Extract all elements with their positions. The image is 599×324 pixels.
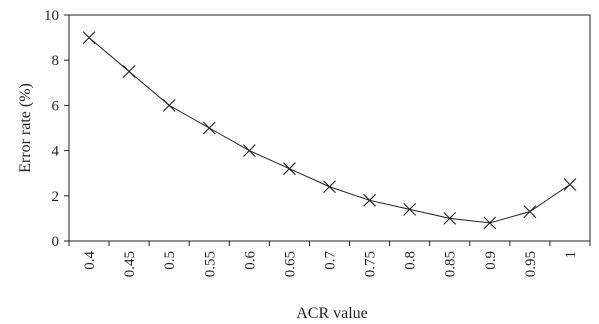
x-tick-label: 0.85	[443, 251, 459, 277]
y-tick-label: 4	[52, 144, 60, 160]
y-tick-label: 10	[44, 8, 59, 24]
data-point-marker	[363, 193, 376, 207]
y-axis-label: Error rate (%)	[17, 83, 34, 173]
y-tick-label: 0	[52, 234, 60, 250]
x-tick-label: 0.5	[162, 251, 178, 270]
data-point-marker	[122, 65, 136, 78]
data-point-marker	[403, 202, 417, 216]
x-tick-label: 0.75	[363, 251, 379, 277]
x-tick-label: 0.4	[82, 251, 98, 270]
series-line	[88, 37, 571, 224]
x-tick-label: 1	[563, 251, 579, 259]
plot-frame	[68, 14, 591, 242]
x-tick-label: 0.95	[523, 251, 539, 277]
x-axis-label: ACR value	[296, 305, 368, 322]
data-point-marker	[443, 212, 457, 225]
data-point-marker	[563, 178, 577, 191]
data-point-marker	[162, 99, 176, 112]
y-tick-label: 6	[52, 98, 60, 114]
data-point-marker	[483, 216, 497, 230]
x-tick-label: 0.65	[282, 251, 298, 277]
data-point-marker	[242, 144, 256, 157]
y-tick-label: 2	[52, 189, 60, 205]
data-point-marker	[523, 205, 537, 219]
x-tick-label: 0.55	[202, 251, 218, 277]
y-tick-label: 8	[52, 53, 60, 69]
data-point-marker	[283, 162, 296, 176]
x-tick-label: 0.9	[483, 251, 499, 270]
x-tick-label: 0.45	[122, 251, 138, 277]
data-point-marker	[202, 121, 216, 135]
data-point-marker	[323, 180, 336, 194]
x-tick-label: 0.6	[242, 251, 258, 270]
series-layer	[82, 31, 577, 230]
x-tick-label: 0.7	[323, 251, 339, 270]
data-point-marker	[82, 31, 96, 44]
x-tick-label: 0.8	[403, 251, 419, 270]
axes: 0 2 4 6 8 10 0.4 0.45 0.5 0.55 0.6 0.65 0.7 0.75 0.8 0.…	[44, 8, 591, 277]
